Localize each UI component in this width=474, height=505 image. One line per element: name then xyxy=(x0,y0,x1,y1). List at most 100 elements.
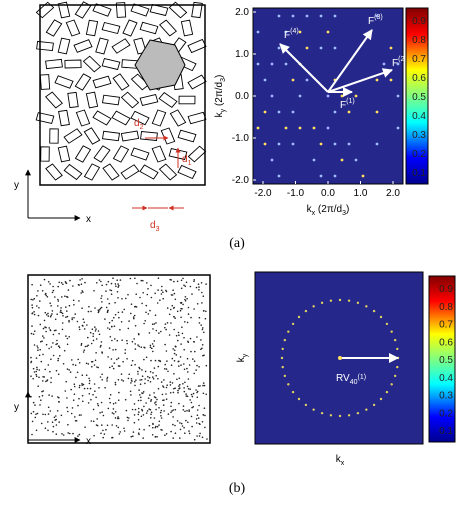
point xyxy=(90,420,93,422)
rhombus xyxy=(63,128,83,144)
point xyxy=(130,312,132,315)
point xyxy=(202,295,205,298)
x-tick-label: -2.0 xyxy=(254,188,272,199)
vector-label: F(4) xyxy=(284,28,299,41)
point xyxy=(149,371,152,373)
bragg-peak xyxy=(372,309,376,313)
point xyxy=(99,346,102,348)
bragg-peak xyxy=(338,298,342,302)
point xyxy=(193,280,195,283)
point xyxy=(101,373,103,376)
point xyxy=(84,426,86,429)
point xyxy=(174,317,176,320)
point xyxy=(61,433,63,435)
point xyxy=(78,284,80,286)
point xyxy=(65,335,67,337)
point xyxy=(37,385,39,388)
point xyxy=(149,381,152,383)
bragg-peak xyxy=(280,356,284,360)
point xyxy=(171,382,174,384)
dimension-label-part: 2 xyxy=(140,124,144,131)
point xyxy=(190,350,192,353)
point xyxy=(52,285,54,288)
point xyxy=(53,416,56,419)
bragg-peak xyxy=(333,14,337,18)
rhombus xyxy=(95,37,109,55)
point xyxy=(156,425,159,428)
point xyxy=(182,409,185,411)
point xyxy=(66,337,69,340)
point xyxy=(114,313,117,316)
rhombus xyxy=(140,131,158,141)
point xyxy=(72,363,74,366)
point xyxy=(187,421,189,424)
bragg-peak xyxy=(347,110,351,114)
point xyxy=(35,370,38,373)
point xyxy=(193,438,196,441)
point xyxy=(97,366,99,369)
point xyxy=(168,313,171,316)
point xyxy=(95,338,98,340)
point xyxy=(173,352,176,355)
point xyxy=(119,328,121,331)
point xyxy=(150,399,153,401)
rhombus xyxy=(101,94,121,106)
point xyxy=(77,404,79,407)
point xyxy=(195,422,198,424)
point xyxy=(178,388,180,390)
point xyxy=(177,391,179,394)
y-tick-label: 1.0 xyxy=(235,49,249,60)
point xyxy=(96,366,98,368)
point xyxy=(73,393,76,396)
point xyxy=(41,390,43,393)
point xyxy=(46,379,48,382)
point xyxy=(88,393,91,395)
point xyxy=(156,398,158,401)
point xyxy=(30,395,32,398)
point xyxy=(160,381,163,383)
colorbar-tick-label: 0.9 xyxy=(439,284,453,295)
point xyxy=(106,376,109,379)
point xyxy=(185,281,188,284)
point xyxy=(179,428,182,431)
point xyxy=(114,417,117,419)
point xyxy=(126,416,129,419)
point xyxy=(100,401,103,404)
point xyxy=(93,434,95,437)
point xyxy=(116,291,119,293)
point xyxy=(203,331,205,334)
point xyxy=(83,349,86,352)
rhombus xyxy=(187,38,207,54)
point xyxy=(114,283,117,285)
point xyxy=(121,339,123,342)
colorbar-tick-label: 0.4 xyxy=(439,373,453,384)
point xyxy=(94,330,97,332)
point xyxy=(170,364,173,367)
point xyxy=(102,429,104,432)
point xyxy=(177,389,179,392)
point xyxy=(67,432,69,434)
point xyxy=(198,366,200,368)
point xyxy=(96,424,99,427)
point xyxy=(162,297,164,300)
y-tick-label: -1.0 xyxy=(232,133,250,144)
vector-arrow xyxy=(327,68,393,93)
point xyxy=(34,416,37,419)
point xyxy=(161,393,164,396)
bragg-peak xyxy=(291,390,295,394)
bragg-peak xyxy=(304,403,308,407)
bragg-peak xyxy=(305,78,309,82)
point xyxy=(35,375,38,378)
rhombus xyxy=(102,163,120,181)
bragg-peak xyxy=(347,414,351,417)
point xyxy=(178,385,180,387)
point xyxy=(160,330,162,333)
point xyxy=(49,370,51,373)
point xyxy=(150,296,153,299)
point xyxy=(66,295,68,298)
point xyxy=(80,283,83,286)
rhombus xyxy=(160,127,176,145)
point xyxy=(173,292,176,295)
point xyxy=(85,374,88,377)
point xyxy=(154,426,157,429)
